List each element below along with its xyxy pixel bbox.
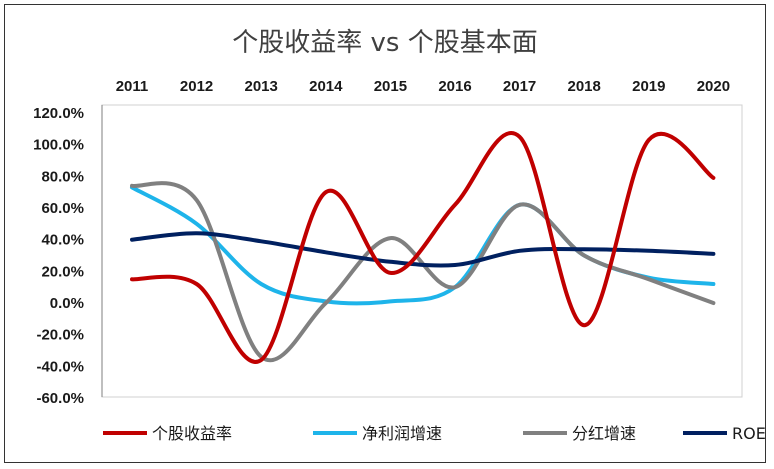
x-tick-label-2014: 2014: [309, 78, 343, 95]
x-tick-label-2013: 2013: [245, 78, 278, 95]
x-tick-label-2018: 2018: [568, 78, 601, 95]
y-tick-label: -20.0%: [36, 327, 84, 344]
y-tick-label: 20.0%: [41, 263, 84, 280]
chart-svg: 个股收益率 vs 个股基本面 2011 2012 2013 2014 2015 2016 2…: [33, 28, 766, 443]
x-category-labels: 2011 2012 2013 2014 2015 2016 2017 2018 2019 2020: [116, 78, 730, 95]
x-tick-label-2011: 2011: [116, 78, 149, 95]
x-tick-label-2016: 2016: [438, 78, 471, 95]
series-line-1: [130, 131, 716, 364]
legend-label-3: 分红增速: [572, 424, 636, 443]
y-tick-label: 120.0%: [33, 105, 84, 122]
chart-frame: 个股收益率 vs 个股基本面 2011 2012 2013 2014 2015 2016 2…: [4, 4, 766, 463]
x-tick-label-2019: 2019: [632, 78, 665, 95]
x-tick-label-2020: 2020: [697, 78, 730, 95]
y-tick-labels: 120.0% 100.0% 80.0% 60.0% 40.0% 20.0% 0.0% -20.…: [33, 105, 84, 407]
x-tick-label-2015: 2015: [374, 78, 407, 95]
chart-title: 个股收益率 vs 个股基本面: [232, 28, 537, 58]
y-tick-label: 60.0%: [41, 200, 84, 217]
y-tick-label: 40.0%: [41, 232, 84, 249]
series-lines: [130, 131, 716, 364]
x-tick-label-2012: 2012: [180, 78, 213, 95]
y-tick-label: -40.0%: [36, 358, 84, 375]
y-tick-label: 80.0%: [41, 168, 84, 185]
legend: 个股收益率 净利润增速 分红增速 ROE: [103, 424, 766, 443]
legend-label-4: ROE: [732, 424, 766, 443]
legend-label-2: 净利润增速: [362, 424, 442, 443]
series-line-3: [130, 181, 716, 362]
y-tick-label: 0.0%: [50, 295, 84, 312]
legend-label-1: 个股收益率: [152, 424, 232, 443]
x-tick-label-2017: 2017: [503, 78, 536, 95]
y-tick-label: -60.0%: [36, 390, 84, 407]
y-tick-label: 100.0%: [33, 137, 84, 154]
